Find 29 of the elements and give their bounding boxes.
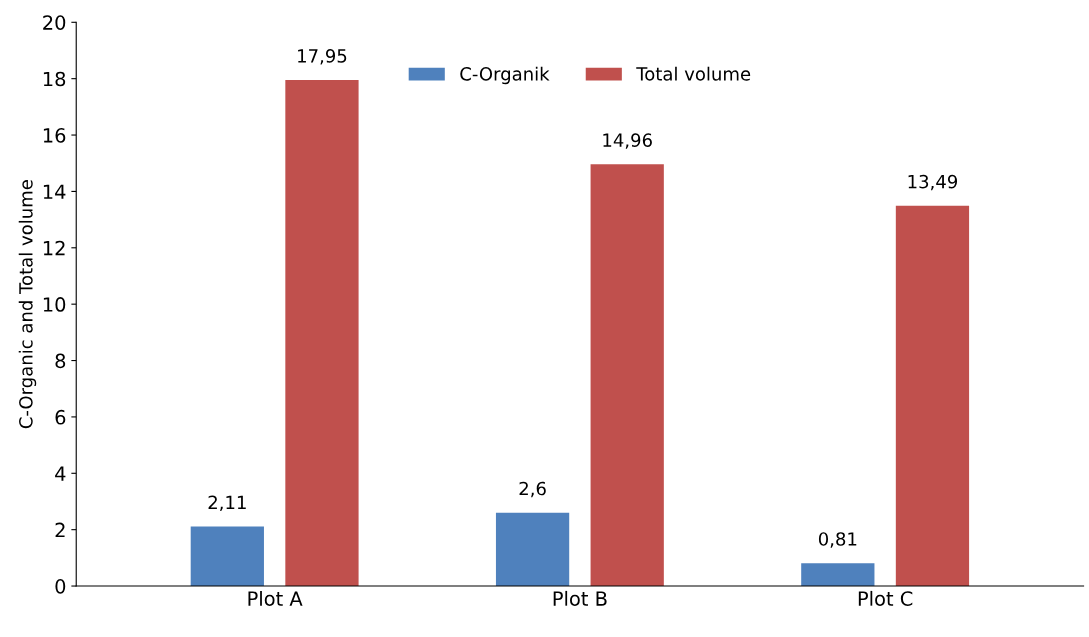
legend-label: C-Organik <box>460 66 550 85</box>
y-axis-title: C-Organic and Total volume <box>18 180 37 429</box>
y-tick-label: 16 <box>43 128 66 143</box>
x-tick-label: Plot C <box>858 590 913 606</box>
bar <box>495 512 570 587</box>
y-tick-label: 12 <box>43 240 65 256</box>
x-tick-label: Plot B <box>553 590 607 606</box>
bar <box>590 164 664 587</box>
y-tick-label: 14 <box>43 184 66 199</box>
y-tick-label: 4 <box>55 466 66 481</box>
bar <box>801 563 875 587</box>
y-tick-label: 10 <box>43 297 66 312</box>
data-label: 2,6 <box>519 481 546 498</box>
legend-label: Total volume <box>636 66 751 81</box>
bar <box>190 526 264 587</box>
y-tick-label: 6 <box>55 409 66 425</box>
bar <box>285 80 359 587</box>
x-tick-label: Plot A <box>248 590 303 606</box>
y-tick-label: 20 <box>43 15 66 30</box>
data-label: 2,11 <box>208 495 246 512</box>
data-label: 13,49 <box>908 174 958 191</box>
y-tick-label: 18 <box>43 71 66 87</box>
data-label: 14,96 <box>603 133 652 149</box>
bar <box>895 205 970 587</box>
y-tick-label: 0 <box>55 579 66 594</box>
y-tick-label: 2 <box>55 522 65 538</box>
y-tick-label: 8 <box>55 353 66 369</box>
data-label: 17,95 <box>298 49 347 65</box>
data-label: 0,81 <box>818 532 857 548</box>
